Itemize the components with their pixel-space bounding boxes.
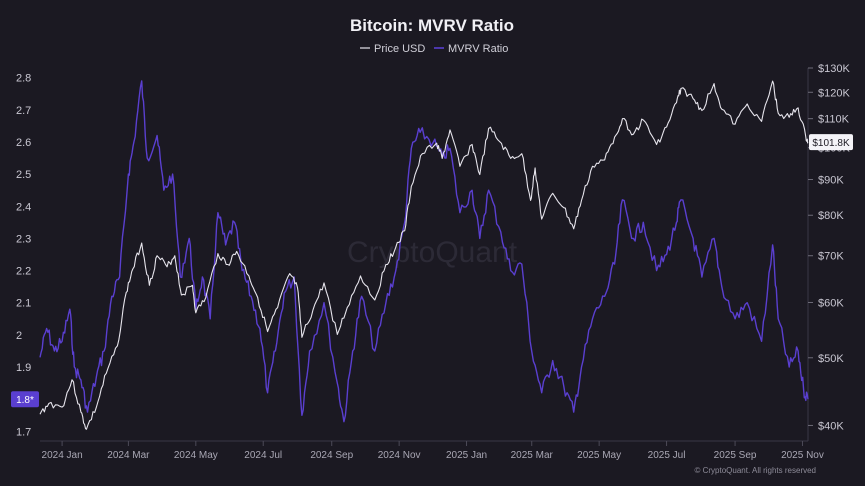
- right-tick-label: $130K: [818, 63, 850, 75]
- left-tick-label: 2.6: [16, 137, 31, 149]
- current-mvrv-marker: 1.8*: [11, 391, 39, 408]
- right-tick-label: $70K: [818, 251, 844, 263]
- left-tick-label: 1.9: [16, 362, 31, 374]
- x-tick-label: 2024 Sep: [310, 450, 353, 461]
- left-tick-label: 2.7: [16, 105, 31, 117]
- left-tick-label: 2: [16, 330, 22, 342]
- left-axis-ticks: 1.71.81.922.12.22.32.42.52.62.72.8: [16, 73, 31, 439]
- right-tick-label: $60K: [818, 297, 844, 309]
- x-tick-label: 2024 Mar: [107, 450, 150, 461]
- x-tick-label: 2025 May: [577, 450, 621, 461]
- watermark: CryptoQuant: [347, 236, 518, 269]
- copyright-notice: © CryptoQuant. All rights reserved: [695, 466, 817, 475]
- current-price-label: $101.8K: [812, 138, 850, 149]
- x-tick-label: 2025 Nov: [781, 450, 824, 461]
- legend: Price USD MVRV Ratio: [360, 43, 508, 55]
- x-tick-label: 2024 Nov: [378, 450, 421, 461]
- left-tick-label: 2.1: [16, 298, 31, 310]
- series-price-usd: [39, 80, 809, 430]
- x-axis-ticks: 2024 Jan 2024 Mar 2024 May 2024 Jul 2024 Sep…: [42, 441, 824, 461]
- left-tick-label: 1.7: [16, 426, 31, 438]
- x-tick-label: 2025 Jul: [648, 450, 686, 461]
- x-tick-label: 2024 Jan: [42, 450, 83, 461]
- right-tick-label: $40K: [818, 420, 844, 432]
- current-mvrv-label: 1.8*: [16, 395, 34, 406]
- left-tick-label: 2.3: [16, 233, 31, 245]
- series-mvrv-ratio: [39, 80, 809, 423]
- x-tick-label: 2025 Mar: [511, 450, 554, 461]
- chart-title: Bitcoin: MVRV Ratio: [350, 16, 514, 35]
- legend-price-label: Price USD: [374, 43, 425, 55]
- left-tick-label: 2.5: [16, 169, 31, 181]
- x-tick-label: 2024 May: [174, 450, 218, 461]
- right-tick-label: $90K: [818, 175, 844, 187]
- right-tick-label: $80K: [818, 210, 844, 222]
- right-tick-label: $50K: [818, 353, 844, 365]
- right-axis-ticks: $40K$50K$60K$70K$80K$90K$100K$110K$120K$…: [808, 63, 850, 432]
- current-price-marker: $101.8K: [809, 134, 853, 151]
- right-tick-label: $120K: [818, 87, 850, 99]
- x-tick-label: 2025 Jan: [446, 450, 487, 461]
- left-tick-label: 2.8: [16, 73, 31, 85]
- x-tick-label: 2025 Sep: [714, 450, 757, 461]
- left-tick-label: 2.2: [16, 266, 31, 278]
- legend-mvrv-label: MVRV Ratio: [448, 43, 508, 55]
- left-tick-label: 2.4: [16, 201, 31, 213]
- x-tick-label: 2024 Jul: [244, 450, 282, 461]
- right-tick-label: $110K: [818, 114, 850, 126]
